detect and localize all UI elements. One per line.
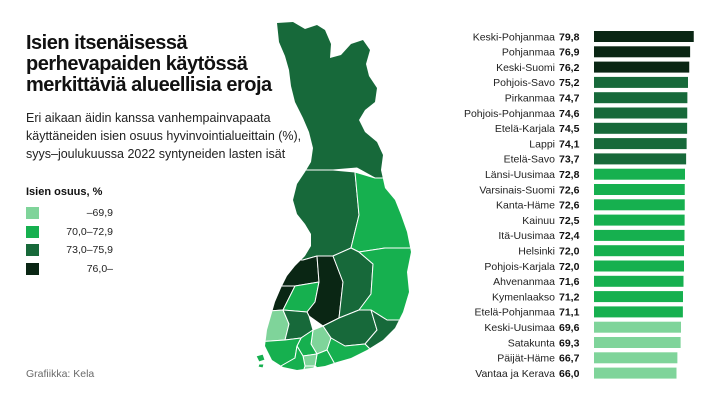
category-label: Pohjois-Pohjanmaa bbox=[464, 108, 555, 120]
map-region-kainuu bbox=[350, 171, 411, 253]
data-label: 66,7 bbox=[559, 353, 580, 365]
bar bbox=[594, 46, 691, 58]
category-label: Keski-Pohjanmaa bbox=[473, 31, 555, 43]
legend-swatch bbox=[26, 244, 39, 256]
category-label: Keski-Uusimaa bbox=[484, 322, 555, 334]
data-label: 74,7 bbox=[559, 93, 580, 105]
data-label: 74,5 bbox=[559, 123, 580, 135]
data-label: 71,1 bbox=[559, 307, 580, 319]
category-label: Pohjanmaa bbox=[502, 47, 555, 59]
bar bbox=[594, 337, 681, 348]
data-label: 69,3 bbox=[559, 337, 580, 349]
category-label: Kainuu bbox=[522, 215, 555, 227]
category-label: Satakunta bbox=[508, 337, 555, 349]
map-region-ahvenanmaa bbox=[255, 353, 266, 369]
credit-text: Grafiikka: Kela bbox=[26, 368, 95, 380]
bar bbox=[594, 367, 677, 379]
data-label: 71,6 bbox=[559, 276, 580, 288]
bar bbox=[594, 199, 685, 211]
bar bbox=[594, 31, 694, 42]
ahvenanmaa-island bbox=[257, 363, 265, 369]
bar bbox=[594, 168, 685, 180]
legend-label: 76,0– bbox=[86, 262, 113, 275]
legend: Isien osuus, % –69,9 70,0–72,9 73,0–75,9… bbox=[26, 186, 176, 279]
map-region-pohjois-pohjanmaa bbox=[265, 169, 360, 261]
data-label: 72,0 bbox=[559, 246, 580, 258]
data-label: 69,6 bbox=[559, 322, 580, 334]
bar bbox=[594, 275, 684, 287]
map-region-satakunta bbox=[265, 309, 290, 343]
category-label: Etelä-Karjala bbox=[495, 123, 555, 135]
data-label: 72,4 bbox=[559, 230, 580, 242]
category-label: Keski-Suomi bbox=[496, 62, 555, 74]
bar bbox=[594, 184, 685, 195]
data-label: 76,9 bbox=[559, 47, 580, 59]
data-label: 79,8 bbox=[559, 31, 580, 43]
category-label: Pohjois-Karjala bbox=[484, 261, 555, 273]
category-label: Päijät-Häme bbox=[497, 353, 555, 365]
legend-item: 76,0– bbox=[26, 261, 176, 277]
legend-label: –69,9 bbox=[86, 207, 113, 219]
category-label: Ahvenanmaa bbox=[493, 276, 555, 288]
data-label: 75,2 bbox=[559, 77, 580, 89]
bar bbox=[594, 229, 685, 241]
bar bbox=[594, 245, 684, 257]
ahvenanmaa-island bbox=[255, 353, 266, 363]
category-label: Lappi bbox=[529, 138, 555, 150]
bar bbox=[594, 352, 678, 364]
bar bbox=[594, 153, 687, 165]
map-region-keski-pohjanmaa bbox=[265, 255, 320, 287]
finland-region-map bbox=[255, 22, 411, 380]
bar bbox=[594, 321, 681, 333]
bar bbox=[594, 61, 690, 73]
bar bbox=[594, 107, 688, 119]
bar bbox=[594, 122, 688, 134]
category-label: Varsinais-Suomi bbox=[479, 184, 555, 196]
category-label: Etelä-Savo bbox=[504, 154, 556, 166]
legend-swatch bbox=[26, 262, 39, 275]
bar bbox=[594, 306, 683, 318]
chart-title: Isien itsenäisessä perhevapaiden käytöss… bbox=[26, 32, 272, 96]
data-label: 66,0 bbox=[559, 368, 580, 380]
legend-swatch bbox=[26, 225, 39, 238]
category-label: Itä-Uusimaa bbox=[498, 230, 555, 242]
data-label: 71,2 bbox=[559, 291, 580, 303]
data-label: 74,6 bbox=[559, 108, 580, 120]
category-label: Pohjois-Savo bbox=[493, 77, 555, 89]
category-label: Vantaa ja Kerava bbox=[475, 368, 555, 380]
map-region-lappi bbox=[265, 22, 411, 179]
legend-label: 70,0–72,9 bbox=[66, 225, 113, 238]
data-label: 74,1 bbox=[559, 138, 580, 150]
legend-swatch bbox=[26, 207, 39, 219]
category-label: Etelä-Pohjanmaa bbox=[474, 307, 555, 319]
bar bbox=[594, 92, 688, 104]
bar bbox=[594, 138, 687, 150]
map-regions bbox=[265, 22, 411, 380]
category-label: Helsinki bbox=[518, 246, 555, 258]
legend-label: 73,0–75,9 bbox=[66, 244, 113, 256]
data-label: 72,0 bbox=[559, 261, 580, 273]
data-label: 72,8 bbox=[559, 169, 580, 181]
legend-title: Isien osuus, % bbox=[26, 186, 103, 198]
category-label: Kymenlaakso bbox=[492, 291, 555, 303]
bar bbox=[594, 260, 684, 272]
legend-item: 70,0–72,9 bbox=[26, 224, 176, 240]
bar bbox=[594, 76, 688, 88]
chart-subtitle: Eri aikaan äidin kanssa vanhempainvapaat… bbox=[26, 111, 302, 161]
category-label: Pirkanmaa bbox=[505, 93, 555, 105]
legend-item: –69,9 bbox=[26, 205, 176, 221]
legend-item: 73,0–75,9 bbox=[26, 242, 176, 258]
category-label: Länsi-Uusimaa bbox=[485, 169, 555, 181]
bar bbox=[594, 291, 683, 303]
data-label: 73,7 bbox=[559, 154, 580, 166]
data-label: 72,6 bbox=[559, 200, 580, 212]
map-region-lansi-uusimaa bbox=[278, 345, 306, 370]
bar-chart: Keski-Pohjanmaa 79,8 Pohjanmaa 76,9 Keski-Su… bbox=[464, 31, 694, 380]
category-label: Kanta-Häme bbox=[496, 200, 555, 212]
bar bbox=[594, 214, 685, 226]
data-label: 72,6 bbox=[559, 184, 580, 196]
map-region-helsinki bbox=[301, 372, 311, 380]
data-label: 76,2 bbox=[559, 62, 580, 74]
data-label: 72,5 bbox=[559, 215, 580, 227]
